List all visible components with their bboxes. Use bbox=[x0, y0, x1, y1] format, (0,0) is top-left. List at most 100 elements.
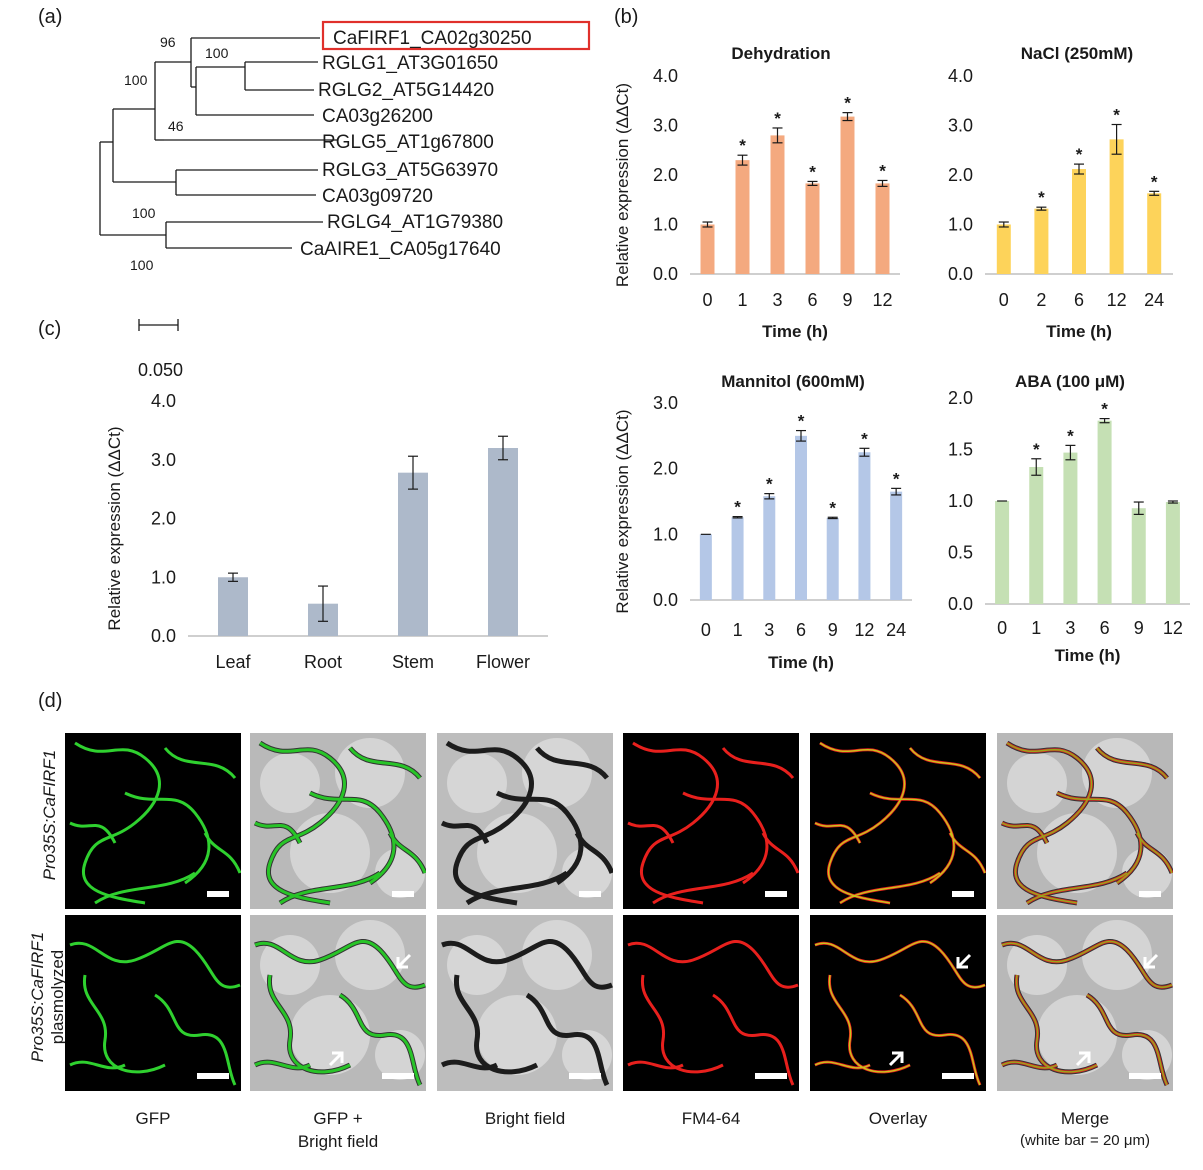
column-label: Bright field bbox=[297, 1132, 379, 1151]
y-tick-label: 3.0 bbox=[653, 393, 678, 413]
bar-2 bbox=[1034, 208, 1049, 274]
tree-leaf-label: RGLG5_AT1g67800 bbox=[322, 132, 494, 153]
y-axis-title: Relative expression (ΔΔCt) bbox=[613, 83, 632, 287]
bar-1 bbox=[735, 160, 750, 274]
tree-leaf-label: RGLG1_AT3G01650 bbox=[322, 53, 498, 74]
y-tick-label: 4.0 bbox=[653, 66, 678, 86]
bar-1 bbox=[1029, 467, 1044, 604]
y-tick-label: 2.0 bbox=[948, 388, 973, 408]
significance-star: * bbox=[1151, 172, 1158, 191]
x-tick-label: 0 bbox=[997, 618, 1007, 638]
x-tick-label: Flower bbox=[476, 652, 530, 672]
micrograph-merge bbox=[997, 915, 1173, 1091]
bar-3 bbox=[1063, 452, 1078, 604]
column-label: Merge bbox=[1060, 1109, 1110, 1128]
column-label: GFP bbox=[135, 1109, 171, 1128]
significance-star: * bbox=[1076, 145, 1083, 164]
scale-bar bbox=[569, 1073, 601, 1079]
x-tick-label: 6 bbox=[796, 620, 806, 640]
y-tick-label: 2.0 bbox=[151, 509, 176, 529]
bar-12 bbox=[875, 183, 890, 274]
bootstrap-value: 96 bbox=[160, 34, 176, 50]
bootstrap-value: 100 bbox=[130, 257, 154, 273]
x-tick-label: 9 bbox=[842, 290, 852, 310]
y-tick-label: 0.0 bbox=[653, 264, 678, 284]
column-label: Bright field bbox=[484, 1109, 566, 1128]
y-tick-label: 0.5 bbox=[948, 543, 973, 563]
bar-0 bbox=[996, 224, 1011, 274]
x-tick-label: 6 bbox=[1100, 618, 1110, 638]
scale-bar bbox=[1139, 891, 1161, 897]
bar-9 bbox=[840, 116, 855, 274]
bar-12 bbox=[1109, 139, 1124, 274]
tree-leaf-label: CA03g26200 bbox=[322, 106, 433, 127]
chart-tissue: 0.0 1.0 2.0 3.0 4.0 Leaf Root Stem Flower Relativ… bbox=[105, 391, 548, 672]
bar-0 bbox=[699, 534, 712, 600]
micrograph-image bbox=[623, 733, 799, 909]
scale-bar bbox=[197, 1073, 229, 1079]
column-label: GFP + bbox=[313, 1109, 363, 1128]
tree-leaf-label: RGLG2_AT5G14420 bbox=[318, 80, 494, 101]
column-label: Overlay bbox=[868, 1109, 928, 1128]
micrograph-fm bbox=[623, 733, 799, 909]
y-tick-label: 0.0 bbox=[653, 590, 678, 610]
arrow-icon bbox=[1075, 1051, 1091, 1067]
scale-bar bbox=[207, 891, 229, 897]
bar-charts: 0.01.02.03.04.00*1*3*6*9*12DehydrationTi… bbox=[105, 44, 1190, 672]
scale-bar bbox=[942, 1073, 974, 1079]
bar-Leaf bbox=[218, 577, 248, 636]
bar-0 bbox=[995, 501, 1010, 604]
significance-star: * bbox=[829, 498, 836, 517]
micrograph-image bbox=[437, 915, 613, 1091]
significance-star: * bbox=[739, 136, 746, 155]
scale-bar bbox=[1129, 1073, 1161, 1079]
micrograph-bf bbox=[437, 915, 613, 1091]
x-tick-label: 3 bbox=[772, 290, 782, 310]
x-tick-label: 0 bbox=[702, 290, 712, 310]
chart-mannitol: 0.0 1.0 2.0 3.0 0 * 1 * 3 * 6 * 9 * 12 * 24 Mannitol (600… bbox=[613, 372, 912, 672]
y-tick-label: 1.5 bbox=[948, 440, 973, 460]
x-axis-title: Time (h) bbox=[1055, 646, 1121, 665]
column-label: FM4-64 bbox=[681, 1109, 741, 1128]
bar-9 bbox=[1131, 508, 1146, 604]
y-tick-label: 4.0 bbox=[151, 391, 176, 411]
micrograph-bf bbox=[437, 733, 613, 909]
scale-bar bbox=[952, 891, 974, 897]
y-tick-label: 2.0 bbox=[653, 459, 678, 479]
arrow-icon bbox=[328, 1051, 344, 1067]
significance-star: * bbox=[798, 412, 805, 431]
y-tick-label: 1.0 bbox=[948, 215, 973, 235]
scale-bar bbox=[579, 891, 601, 897]
chart-aba: 0.0 0.5 1.0 1.5 2.0 0 * 1 * 3 * 6 9 12 ABA (100 μM) Tim… bbox=[948, 372, 1190, 665]
significance-star: * bbox=[893, 469, 900, 488]
micrograph-merge bbox=[997, 733, 1173, 909]
micrograph-image bbox=[250, 915, 426, 1091]
micrograph-gfp bbox=[65, 733, 241, 909]
x-tick-label: 12 bbox=[854, 620, 874, 640]
y-axis-title: Relative expression (ΔΔCt) bbox=[613, 409, 632, 613]
micrograph-fm bbox=[623, 915, 799, 1091]
x-tick-label: 24 bbox=[1144, 290, 1164, 310]
y-tick-label: 4.0 bbox=[948, 66, 973, 86]
micrograph-image bbox=[997, 733, 1173, 909]
significance-star: * bbox=[1033, 440, 1040, 459]
x-tick-label: 0 bbox=[999, 290, 1009, 310]
bar-6 bbox=[795, 435, 807, 600]
micrograph-gfp bbox=[65, 915, 241, 1091]
x-tick-label: 12 bbox=[1163, 618, 1183, 638]
y-tick-label: 0.0 bbox=[151, 626, 176, 646]
significance-star: * bbox=[1113, 106, 1120, 125]
y-axis-title: Relative expression (ΔΔCt) bbox=[105, 426, 124, 630]
significance-star: * bbox=[1038, 188, 1045, 207]
highlight-box bbox=[321, 20, 591, 51]
micrograph-gfpbf bbox=[250, 733, 426, 909]
micrograph-image bbox=[623, 915, 799, 1091]
bar-12 bbox=[1165, 502, 1180, 604]
y-tick-label: 3.0 bbox=[948, 116, 973, 136]
tree-leaf-label: CaAIRE1_CA05g17640 bbox=[300, 239, 501, 260]
y-tick-label: 0.0 bbox=[948, 594, 973, 614]
bootstrap-value: 46 bbox=[168, 118, 184, 134]
column-label: (white bar = 20 μm) bbox=[1020, 1132, 1150, 1149]
x-tick-label: 1 bbox=[1031, 618, 1041, 638]
x-tick-label: Root bbox=[304, 652, 342, 672]
